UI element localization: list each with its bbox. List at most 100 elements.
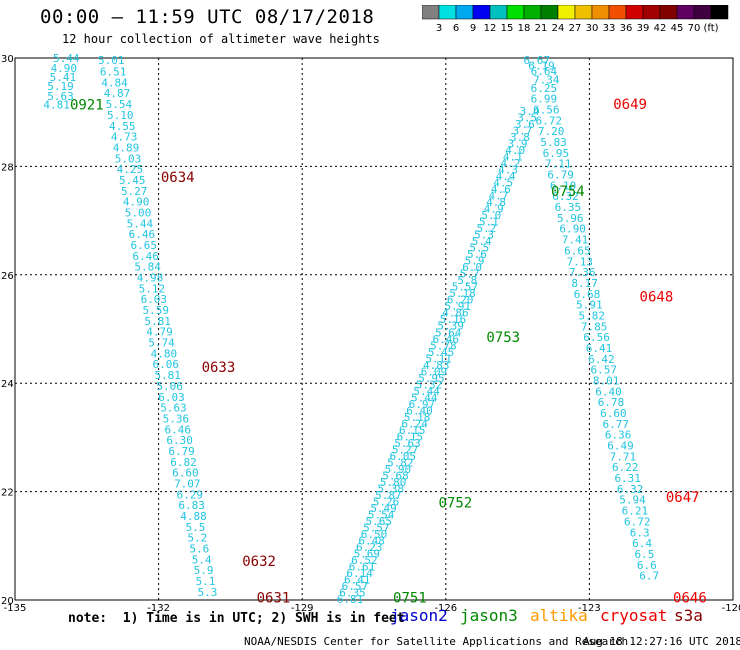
wave-height-value: 5.65 <box>366 515 393 528</box>
wave-height-value: 6.90 <box>559 223 586 236</box>
footnote: note: 1) Time is in UTC; 2) SWH is in fe… <box>68 611 405 626</box>
wave-height-value: 6.21 <box>622 505 649 518</box>
wave-height-value: 6.48 <box>358 534 385 547</box>
wave-height-value: 4.86 <box>442 307 469 320</box>
data-values: 5.444.905.415.195.634.815.016.514.844.87… <box>43 52 659 606</box>
colorbar-label: 30 <box>586 23 599 34</box>
wave-height-value: 5.63 <box>160 402 187 415</box>
wave-height-value: 6.10 <box>550 179 577 192</box>
pass-time-label: 0753 <box>486 330 520 346</box>
colorbar-label: 45 <box>671 23 684 34</box>
wave-height-value: 6.57 <box>342 580 369 593</box>
wave-height-value: 7.85 <box>581 320 608 333</box>
wave-height-value: 6.35 <box>555 201 582 214</box>
wave-height-value: 4.90 <box>51 62 78 75</box>
wave-height-value: 6.61 <box>349 560 376 573</box>
wave-height-value: 5.44 <box>413 385 440 398</box>
wave-height-value: 8.01 <box>593 374 620 387</box>
wave-height-value: 5.18 <box>404 411 431 424</box>
y-tick-label: 20 <box>1 596 14 607</box>
wave-height-value: 6.56 <box>533 103 560 116</box>
wave-height-value: 5.8 <box>457 274 477 287</box>
wave-height-value: 4.80 <box>151 347 178 360</box>
wave-height-value: 5.69 <box>354 547 381 560</box>
legend-cryosat: cryosat <box>600 606 668 625</box>
wave-height-value: 4.89 <box>113 141 140 154</box>
wave-height-value: 5.06 <box>156 380 183 393</box>
x-tick-label: -129 <box>291 603 314 614</box>
wave-height-value: 6.64 <box>531 65 558 78</box>
wave-height-value: 5.63 <box>394 437 421 450</box>
wave-height-value: 5.39 <box>437 320 464 333</box>
wave-height-value: 6.56 <box>583 331 610 344</box>
x-tick-label: -123 <box>578 603 601 614</box>
y-tick-label: 30 <box>1 54 14 65</box>
colorbar-label: 15 <box>501 23 514 34</box>
plot-frame <box>14 57 734 601</box>
wave-height-value: 7.36 <box>569 266 596 279</box>
pass-time-label: 0646 <box>673 590 707 606</box>
wave-height-value: 5.81 <box>154 369 181 382</box>
wave-height-value: 5.41 <box>50 71 77 84</box>
wave-height-value: 5.32 <box>416 378 443 391</box>
wave-height-value: 4.0 <box>505 144 525 157</box>
wave-height-value: 6.46 <box>129 228 156 241</box>
wave-height-value: 5.7 <box>460 268 480 281</box>
wave-height-value: 6.03 <box>158 391 185 404</box>
page-title: 00:00 – 11:59 UTC 08/17/2018 <box>40 6 375 28</box>
colorbar-label: 36 <box>620 23 633 34</box>
wave-height-value: 5.2 <box>477 222 497 235</box>
x-tick-label: -120 <box>722 603 740 614</box>
wave-height-value: 5.44 <box>127 217 154 230</box>
wave-height-value: 6.29 <box>176 488 203 501</box>
colorbar-label: 6 <box>453 23 459 34</box>
colorbar-swatch <box>710 5 729 20</box>
wave-height-value: 6.3 <box>630 526 650 539</box>
x-tick-label: -126 <box>434 603 457 614</box>
x-tick-label: -135 <box>4 603 27 614</box>
wave-height-value: 5.4 <box>192 553 212 566</box>
wave-height-value: 6.60 <box>600 407 627 420</box>
x-tick-label: -132 <box>147 603 170 614</box>
wave-height-value: 5.00 <box>125 206 152 219</box>
colorbar-label: 18 <box>518 23 531 34</box>
wave-height-value: 6.32 <box>552 190 579 203</box>
colorbar-label: 39 <box>637 23 650 34</box>
wave-height-value: 4.84 <box>101 76 128 89</box>
pass-time-label: 0751 <box>393 590 427 606</box>
wave-height-value: 7.11 <box>545 158 572 171</box>
wave-height-value: 6.15 <box>399 424 426 437</box>
pass-time-label: 0754 <box>551 184 585 200</box>
wave-height-value: 5.27 <box>121 185 148 198</box>
colorbar-label: 27 <box>569 23 582 34</box>
wave-height-value: 6.6 <box>637 559 657 572</box>
wave-height-value: 4.3 <box>498 164 518 177</box>
wave-height-value: 6.36 <box>605 429 632 442</box>
wave-height-value: 4.9 <box>484 203 504 216</box>
wave-height-value: 6.46 <box>164 423 191 436</box>
wave-height-value: 5.1 <box>196 575 216 588</box>
wave-height-value: 5.57 <box>452 281 479 294</box>
wave-height-value: 6.67 <box>523 54 550 67</box>
wave-height-value: 6.09 <box>421 365 448 378</box>
wave-height-value: 6.81 <box>337 593 364 606</box>
wave-height-value: 3.5 <box>517 112 537 125</box>
wave-height-value: 4.2 <box>500 157 520 170</box>
pass-time-label: 0752 <box>439 495 473 511</box>
colorbar-label: 3 <box>436 23 442 34</box>
tick-labels: -135 -132 -129 -126 -123 -120 20 22 24 26 28 30 <box>1 54 740 614</box>
wave-height-value: 6.46 <box>132 250 159 263</box>
wave-height-value: 4.83 <box>423 359 450 372</box>
wave-height-value: 4.1 <box>503 151 523 164</box>
wave-height-value: 5.3 <box>197 586 217 599</box>
wave-height-value: 6.79 <box>168 445 195 458</box>
wave-height-value: 5.4 <box>472 235 492 248</box>
wave-height-value: 6.79 <box>547 169 574 182</box>
wave-height-value: 6.19 <box>528 60 555 73</box>
wave-height-value: 5.5 <box>469 242 489 255</box>
pass-time-label: 0631 <box>257 590 291 606</box>
wave-height-value: 6.42 <box>588 353 615 366</box>
colorbar-label: 9 <box>470 23 476 34</box>
wave-height-value: 6.41 <box>586 342 613 355</box>
